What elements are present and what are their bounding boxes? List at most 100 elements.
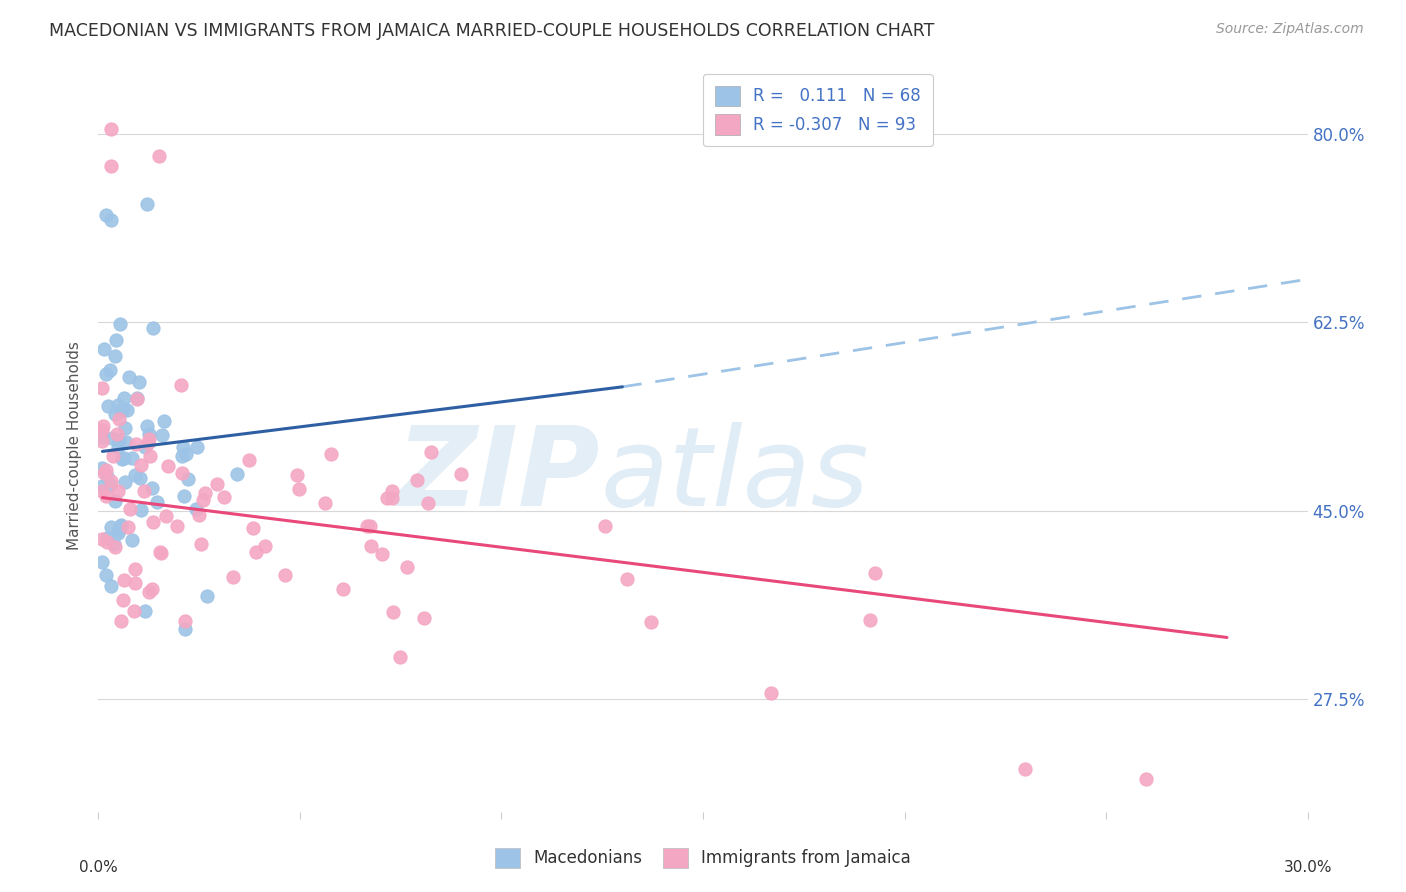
Point: [111, 592, 134, 607]
Point: [360, 539, 382, 553]
Point: [172, 440, 194, 454]
Point: [1135, 772, 1157, 787]
Point: [100, 519, 122, 533]
Point: [865, 566, 887, 580]
Point: [91, 461, 114, 475]
Point: [141, 481, 163, 495]
Point: [108, 434, 131, 448]
Text: 0.0%: 0.0%: [79, 860, 118, 875]
Point: [103, 537, 125, 551]
Point: [100, 579, 122, 593]
Point: [141, 582, 163, 596]
Text: MACEDONIAN VS IMMIGRANTS FROM JAMAICA MARRIED-COUPLE HOUSEHOLDS CORRELATION CHAR: MACEDONIAN VS IMMIGRANTS FROM JAMAICA MA…: [49, 22, 935, 40]
Point: [100, 474, 122, 488]
Point: [100, 121, 122, 136]
Point: [205, 476, 228, 491]
Point: [91, 556, 114, 570]
Legend: Macedonians, Immigrants from Jamaica: Macedonians, Immigrants from Jamaica: [489, 841, 917, 875]
Point: [174, 447, 197, 461]
Point: [381, 491, 404, 505]
Text: ZIP: ZIP: [396, 422, 600, 529]
Point: [170, 378, 193, 392]
Point: [222, 570, 245, 584]
Point: [190, 537, 212, 551]
Point: [332, 582, 354, 596]
Point: [114, 475, 136, 490]
Legend: R =   0.111   N = 68, R = -0.307   N = 93: R = 0.111 N = 68, R = -0.307 N = 93: [703, 74, 932, 146]
Point: [186, 440, 208, 454]
Point: [132, 484, 155, 499]
Point: [382, 605, 405, 619]
Point: [121, 451, 143, 466]
Point: [155, 508, 177, 523]
Point: [96, 568, 118, 582]
Point: [124, 467, 146, 482]
Point: [104, 493, 127, 508]
Point: [94, 463, 117, 477]
Point: [98, 362, 121, 376]
Point: [94, 489, 117, 503]
Point: [138, 433, 160, 447]
Point: [118, 370, 141, 384]
Point: [115, 434, 138, 449]
Point: [450, 467, 472, 482]
Point: [112, 391, 135, 405]
Point: [142, 321, 165, 335]
Point: [616, 572, 638, 586]
Point: [413, 611, 436, 625]
Point: [174, 622, 197, 636]
Point: [96, 208, 118, 222]
Point: [128, 471, 150, 485]
Point: [91, 483, 114, 498]
Point: [225, 467, 247, 482]
Point: [356, 519, 378, 533]
Point: [117, 520, 139, 534]
Point: [381, 483, 404, 498]
Point: [91, 419, 114, 434]
Point: [104, 349, 127, 363]
Point: [253, 539, 276, 553]
Point: [420, 444, 443, 458]
Point: [122, 604, 145, 618]
Point: [150, 546, 173, 560]
Point: [107, 523, 129, 537]
Point: [124, 562, 146, 576]
Point: [173, 489, 195, 503]
Point: [110, 519, 132, 533]
Point: [176, 472, 198, 486]
Point: [91, 381, 114, 395]
Point: [194, 485, 217, 500]
Point: [859, 613, 882, 627]
Point: [91, 434, 114, 448]
Point: [359, 519, 381, 533]
Point: [173, 614, 195, 628]
Point: [104, 541, 127, 555]
Point: [214, 490, 236, 504]
Point: [111, 452, 134, 467]
Point: [288, 482, 311, 496]
Point: [114, 573, 136, 587]
Point: [285, 468, 308, 483]
Point: [96, 469, 118, 483]
Point: [96, 535, 118, 549]
Point: [135, 197, 157, 211]
Point: [166, 518, 188, 533]
Point: [93, 467, 115, 481]
Point: [146, 495, 169, 509]
Point: [127, 392, 149, 406]
Point: [125, 392, 148, 406]
Point: [370, 547, 392, 561]
Point: [375, 491, 398, 505]
Point: [105, 426, 128, 441]
Point: [112, 450, 135, 465]
Point: [101, 431, 124, 445]
Point: [107, 525, 129, 540]
Point: [91, 532, 114, 546]
Point: [107, 440, 129, 454]
Point: [396, 559, 419, 574]
Point: [91, 423, 114, 437]
Point: [242, 521, 264, 535]
Point: [100, 213, 122, 227]
Point: [107, 398, 129, 412]
Point: [188, 508, 211, 522]
